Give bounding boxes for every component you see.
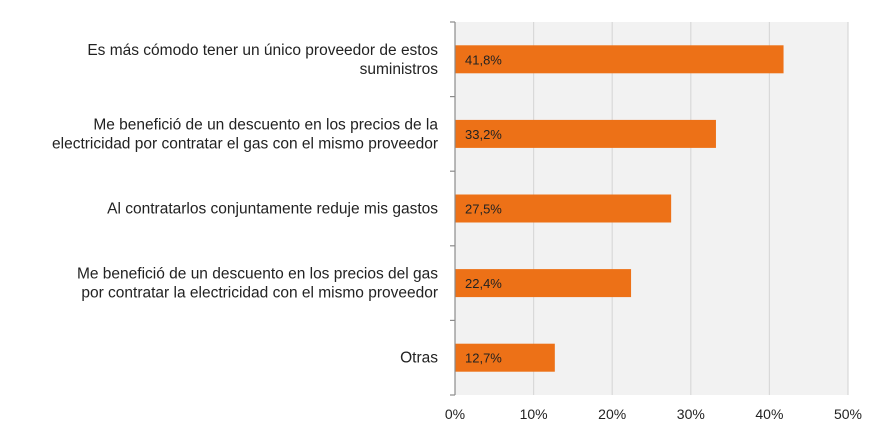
bar <box>455 119 716 148</box>
category-label: suministros <box>360 61 439 78</box>
bar-value-label: 41,8% <box>465 52 502 67</box>
x-tick-label: 20% <box>598 406 626 422</box>
x-tick-labels: 0% 10% 20% 30% 40% 50% <box>445 406 862 422</box>
bar <box>455 45 784 74</box>
category-label: por contratar la electricidad con el mis… <box>81 285 438 302</box>
bar <box>455 343 555 372</box>
bar-value-label: 12,7% <box>465 351 502 366</box>
x-tick-label: 30% <box>677 406 705 422</box>
category-label: Me benefició de un descuento en los prec… <box>77 266 438 283</box>
category-label: Otras <box>400 350 438 367</box>
bar-value-label: 27,5% <box>465 202 502 217</box>
bar <box>455 194 672 223</box>
bar <box>455 269 632 298</box>
x-tick-label: 0% <box>445 406 465 422</box>
x-tick-label: 40% <box>755 406 783 422</box>
bars: 41,8% 33,2% 27,5% 22,4% 12,7% <box>455 45 784 372</box>
y-axis <box>450 21 456 396</box>
category-label: electricidad por contratar el gas con el… <box>52 135 438 152</box>
bar-value-label: 22,4% <box>465 276 502 291</box>
category-label: Al contratarlos conjuntamente reduje mis… <box>107 201 438 218</box>
category-label: Me benefició de un descuento en los prec… <box>93 116 438 133</box>
category-labels: Es más cómodo tener un único proveedor d… <box>52 42 438 367</box>
x-tick-label: 10% <box>520 406 548 422</box>
category-label: Es más cómodo tener un único proveedor d… <box>87 42 438 59</box>
bar-value-label: 33,2% <box>465 127 502 142</box>
x-tick-label: 50% <box>834 406 862 422</box>
